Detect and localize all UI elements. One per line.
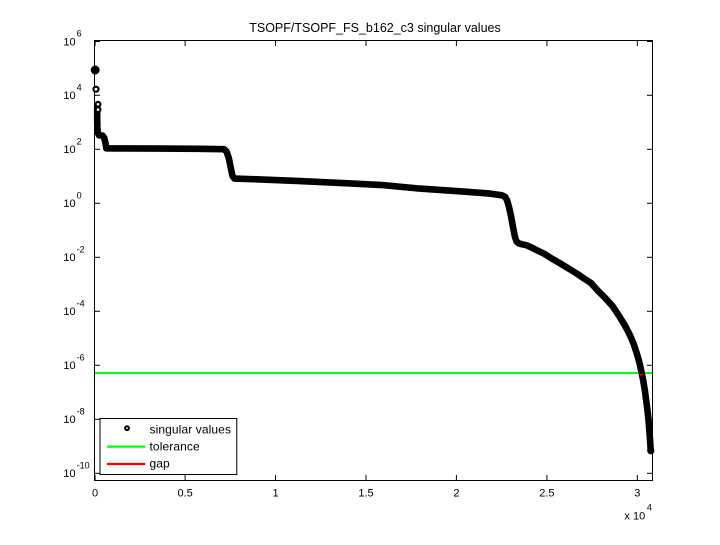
svg-text:10: 10 [63, 252, 75, 264]
svg-text:4: 4 [77, 83, 82, 93]
svg-text:TSOPF/TSOPF_FS_b162_c3 singula: TSOPF/TSOPF_FS_b162_c3 singular values [249, 21, 501, 35]
svg-text:4: 4 [647, 503, 652, 513]
svg-text:0.5: 0.5 [177, 488, 192, 500]
svg-text:10: 10 [63, 144, 75, 156]
svg-text:-4: -4 [77, 299, 85, 309]
svg-text:0: 0 [77, 191, 82, 201]
svg-text:2.5: 2.5 [539, 488, 554, 500]
svg-text:10: 10 [63, 360, 75, 372]
svg-text:1: 1 [272, 488, 278, 500]
svg-text:1.5: 1.5 [358, 488, 373, 500]
svg-text:6: 6 [77, 29, 82, 39]
svg-text:tolerance: tolerance [150, 439, 200, 453]
svg-text:-2: -2 [77, 245, 85, 255]
svg-text:10: 10 [63, 36, 75, 48]
svg-text:10: 10 [63, 414, 75, 426]
svg-text:10: 10 [63, 198, 75, 210]
svg-text:0: 0 [92, 488, 98, 500]
svg-text:2: 2 [453, 488, 459, 500]
svg-text:x 10: x 10 [624, 511, 645, 523]
svg-text:2: 2 [77, 137, 82, 147]
svg-text:10: 10 [63, 90, 75, 102]
svg-text:-8: -8 [77, 407, 85, 417]
svg-text:10: 10 [63, 468, 75, 480]
svg-text:singular values: singular values [150, 423, 232, 437]
svg-text:3: 3 [634, 488, 640, 500]
svg-text:gap: gap [150, 457, 171, 471]
svg-text:-10: -10 [77, 461, 90, 471]
svg-text:-6: -6 [77, 353, 85, 363]
svg-text:10: 10 [63, 306, 75, 318]
